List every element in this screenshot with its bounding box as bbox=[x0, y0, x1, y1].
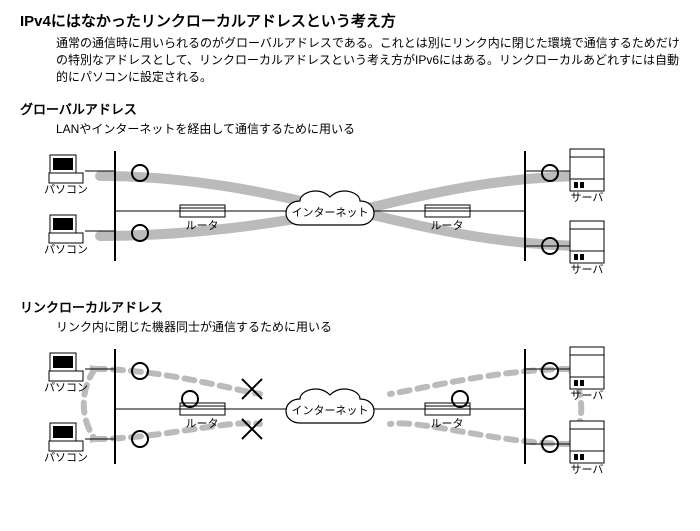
internet-label: インターネット bbox=[292, 206, 369, 219]
diagram-linklocal: インターネット ルータ ルータ パソコン パソコン サーバ bbox=[30, 339, 680, 499]
pc-label-3: パソコン bbox=[44, 381, 88, 394]
pc-icon bbox=[49, 423, 83, 451]
pc-label-1: パソコン bbox=[44, 183, 88, 196]
router-label-right2: ルータ bbox=[431, 417, 464, 430]
server-label-3: サーバ bbox=[571, 389, 604, 402]
server-icon bbox=[570, 421, 604, 463]
section2-sub: リンク内に閉じた機器同士が通信するために用いる bbox=[56, 318, 680, 335]
router-label-right: ルータ bbox=[431, 219, 464, 232]
server-icon bbox=[570, 347, 604, 389]
router-label-left: ルータ bbox=[186, 219, 219, 232]
section1-sub: LANやインターネットを経由して通信するために用いる bbox=[56, 120, 680, 137]
pc-icon bbox=[49, 155, 83, 183]
intro-text: 通常の通信時に用いられるのがグローバルアドレスである。これとは別にリンク内に閉じ… bbox=[56, 35, 680, 85]
internet-label2: インターネット bbox=[292, 404, 369, 417]
router-label-left2: ルータ bbox=[186, 417, 219, 430]
pc-icon bbox=[49, 353, 83, 381]
pc-icon bbox=[49, 215, 83, 243]
diagram-global: インターネット ルータ ルータ パソコン パソコン サーバ サーバ bbox=[30, 141, 680, 291]
server-label-2: サーバ bbox=[571, 263, 604, 276]
pc-label-2: パソコン bbox=[44, 243, 88, 256]
server-label-1: サーバ bbox=[571, 191, 604, 204]
section2-heading: リンクローカルアドレス bbox=[20, 297, 680, 316]
page-title: IPv4にはなかったリンクローカルアドレスという考え方 bbox=[20, 10, 680, 31]
block-x bbox=[242, 419, 262, 439]
server-icon bbox=[570, 221, 604, 263]
server-icon bbox=[570, 149, 604, 191]
server-label-4: サーバ bbox=[571, 463, 604, 476]
pc-label-4: パソコン bbox=[44, 451, 88, 464]
section1-heading: グローバルアドレス bbox=[20, 99, 680, 118]
